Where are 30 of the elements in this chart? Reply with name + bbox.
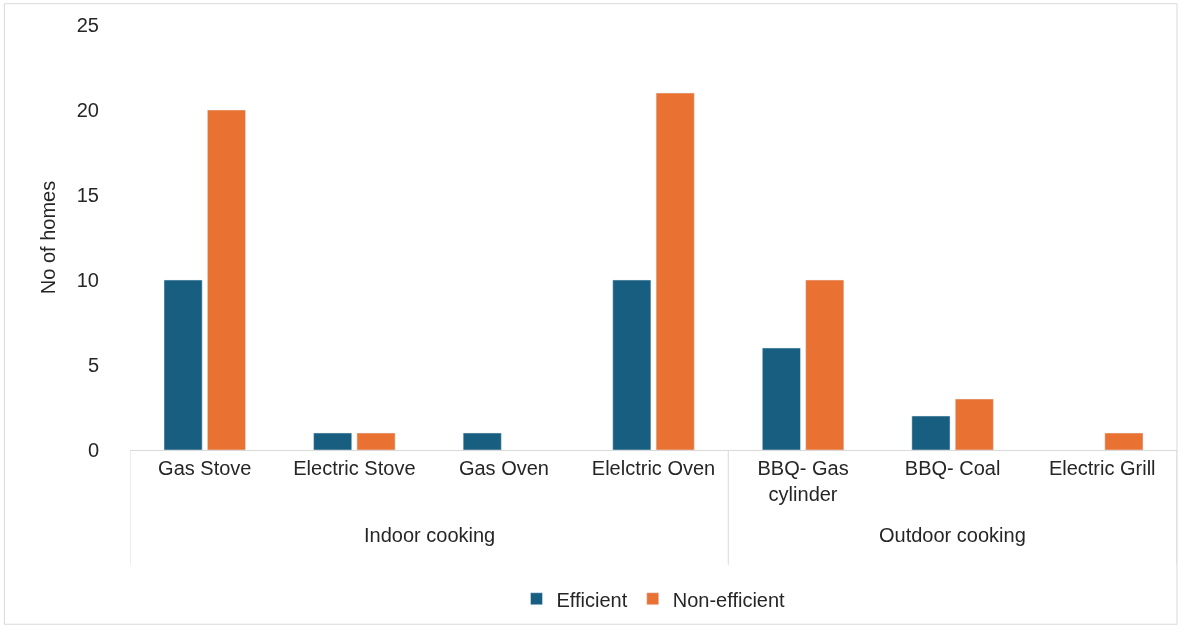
bar <box>655 92 695 450</box>
bar <box>462 432 502 450</box>
bar <box>805 279 845 450</box>
x-tick-label: Gas Stove <box>158 457 252 479</box>
x-tick-label: BBQ- Coal <box>904 457 1001 479</box>
x-tick-label: BBQ- Gas cylinder <box>757 457 849 505</box>
y-axis-title: No of homes <box>37 180 60 295</box>
bar <box>313 432 352 450</box>
x-tick-label: Electric Grill <box>1048 457 1156 479</box>
legend-label: Efficient <box>556 588 628 611</box>
bar <box>163 279 203 450</box>
x-tick-label: Electric Stove <box>293 457 416 479</box>
y-tick-label: 10 <box>76 269 99 291</box>
bar <box>356 432 396 450</box>
x-tick-label: Elelctric Oven <box>591 457 716 479</box>
bar <box>207 109 246 450</box>
bar <box>911 415 951 450</box>
bar <box>762 347 801 450</box>
y-tick-label: 15 <box>76 184 99 206</box>
y-tick-label: 5 <box>87 354 99 376</box>
bar <box>955 398 994 450</box>
y-tick-label: 20 <box>76 99 99 121</box>
bar <box>1104 432 1144 450</box>
x-tick-label: Gas Oven <box>458 457 549 479</box>
legend-label: Non-efficient <box>672 588 786 611</box>
text: Outdoor cooking <box>879 524 1026 546</box>
bar <box>612 279 652 450</box>
y-tick-label: 0 <box>87 439 99 461</box>
y-tick-label: 25 <box>76 14 99 36</box>
text: Indoor cooking <box>364 524 496 546</box>
